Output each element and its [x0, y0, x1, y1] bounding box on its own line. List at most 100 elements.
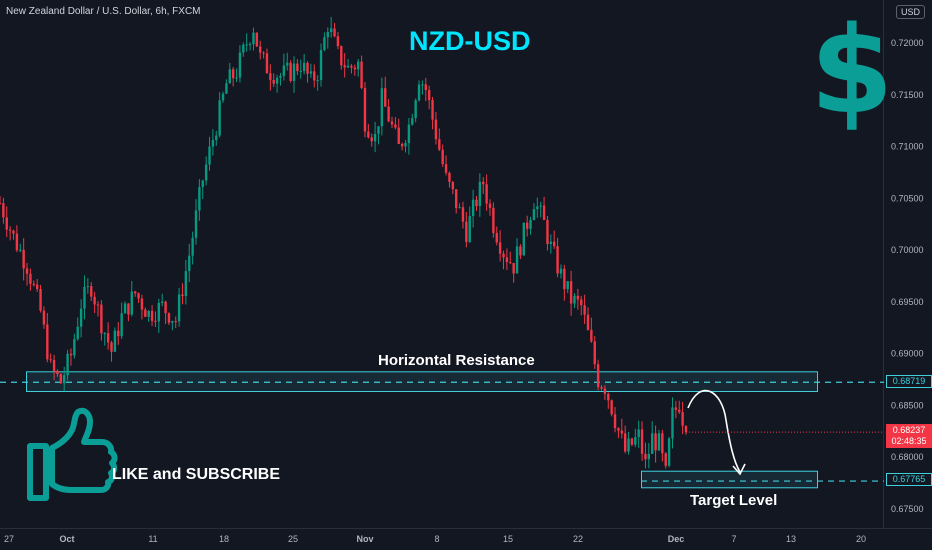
candle-body: [259, 46, 262, 53]
candle-body: [390, 121, 394, 125]
candle-body: [417, 84, 421, 101]
candle-body: [640, 429, 644, 454]
y-tick-label: 0.68000: [891, 452, 924, 462]
candle-body: [52, 359, 56, 371]
candle-body: [181, 294, 184, 297]
candle-body: [569, 281, 573, 304]
candle-body: [211, 140, 215, 147]
candle-body: [194, 210, 198, 238]
candle-body: [262, 52, 265, 54]
candle-body: [634, 437, 637, 445]
candle-body: [536, 206, 539, 210]
candle-body: [184, 271, 188, 297]
candle-body: [86, 286, 90, 288]
candle-body: [25, 268, 29, 274]
candle-body: [407, 124, 411, 144]
candle-body: [623, 433, 627, 452]
candle-body: [157, 302, 161, 322]
symbol-title: New Zealand Dollar / U.S. Dollar, 6h, FX…: [6, 6, 201, 17]
candle-body: [32, 283, 35, 285]
candle-body: [191, 237, 194, 256]
candle-body: [275, 77, 279, 84]
candle-body: [269, 73, 272, 80]
candle-body: [46, 324, 49, 360]
candle-body: [106, 333, 110, 343]
currency-button[interactable]: USD: [896, 5, 926, 19]
candle-body: [630, 438, 634, 445]
candle-body: [424, 84, 427, 91]
candle-body: [228, 69, 231, 84]
candle-body: [674, 407, 678, 410]
candle-body: [546, 219, 549, 245]
target-zone: [641, 470, 818, 489]
candle-body: [451, 181, 455, 190]
candle-body: [265, 53, 269, 74]
candle-body: [532, 209, 536, 220]
y-tick-label: 0.69000: [891, 349, 924, 359]
candle-body: [509, 262, 512, 264]
chart-grid: [0, 0, 932, 529]
candle-body: [188, 255, 191, 272]
overlay: [686, 389, 884, 476]
x-tick-label: 13: [786, 534, 796, 544]
candle-body: [120, 313, 123, 337]
candle-body: [427, 90, 431, 101]
candle-body: [465, 221, 468, 242]
candle-body: [117, 330, 120, 337]
candle-body: [607, 393, 610, 401]
candle-body: [144, 309, 147, 317]
current-price: 0.68237: [892, 425, 926, 435]
candle-body: [421, 84, 424, 86]
y-tick-label: 0.72000: [891, 38, 924, 48]
candle-body: [657, 433, 661, 451]
thumbs-up-icon: [27, 407, 118, 501]
candle-body: [539, 205, 542, 207]
candle-body: [438, 139, 441, 150]
candle-body: [400, 143, 404, 147]
candle-body: [363, 88, 367, 132]
x-tick-label: 7: [731, 534, 736, 544]
candle-body: [620, 430, 623, 434]
candle-body: [678, 409, 681, 413]
candle-body: [549, 241, 553, 245]
candle-body: [127, 303, 130, 315]
candle-body: [519, 246, 522, 256]
candle-body: [73, 339, 76, 356]
candle-body: [654, 433, 657, 451]
candle-body: [255, 32, 259, 47]
candle-body: [681, 412, 684, 426]
price-axis[interactable]: 0.72000 0.71500 0.71000 0.70500 0.70000 0.695…: [891, 38, 924, 514]
candle-body: [414, 100, 417, 119]
candle-body: [167, 313, 171, 323]
candle-body: [147, 310, 150, 317]
candle-body: [664, 453, 667, 466]
candle-body: [573, 295, 576, 304]
candle-body: [123, 303, 127, 314]
candle-body: [485, 184, 488, 204]
candle-body: [647, 453, 651, 460]
time-axis[interactable]: 27 Oct 11 18 25 Nov 8 15 22 Dec 7 13 20: [4, 534, 866, 544]
candle-body: [431, 100, 434, 120]
y-tick-label: 0.68500: [891, 400, 924, 410]
candle-body: [492, 207, 495, 234]
candle-body: [282, 65, 286, 76]
candle-body: [22, 249, 25, 269]
candle-body: [370, 137, 373, 142]
candle-body: [215, 135, 218, 141]
candle-body: [154, 320, 157, 322]
candle-body: [566, 281, 569, 290]
candle-body: [502, 253, 505, 258]
candle-body: [130, 291, 133, 315]
candle-body: [292, 63, 296, 81]
candle-body: [208, 146, 211, 165]
candle-body: [684, 425, 688, 433]
candle-body: [204, 164, 208, 181]
candle-body: [150, 310, 154, 321]
x-tick-label: Nov: [356, 534, 373, 544]
candle-body: [56, 370, 59, 375]
candle-body: [171, 321, 174, 323]
candle-body: [529, 219, 532, 229]
resistance-label: Horizontal Resistance: [378, 352, 535, 369]
candle-body: [164, 301, 167, 314]
